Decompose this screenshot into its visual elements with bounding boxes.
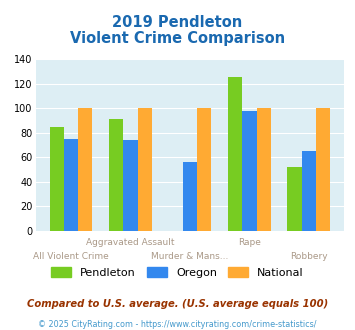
Text: Violent Crime Comparison: Violent Crime Comparison [70,31,285,46]
Bar [197,109,211,231]
Bar [64,139,78,231]
Text: Rape: Rape [238,238,261,247]
Text: Robbery: Robbery [290,251,328,261]
Text: 2019 Pendleton: 2019 Pendleton [113,15,242,30]
Bar [288,167,302,231]
Text: Aggravated Assault: Aggravated Assault [86,238,175,247]
Bar [109,119,123,231]
Bar [50,127,64,231]
Bar [138,109,152,231]
Bar [302,151,316,231]
Bar [228,77,242,231]
Bar [257,109,271,231]
Legend: Pendleton, Oregon, National: Pendleton, Oregon, National [47,263,308,282]
Bar [316,109,330,231]
Text: Murder & Mans...: Murder & Mans... [151,251,229,261]
Text: All Violent Crime: All Violent Crime [33,251,109,261]
Bar [123,140,138,231]
Bar [78,109,92,231]
Text: © 2025 CityRating.com - https://www.cityrating.com/crime-statistics/: © 2025 CityRating.com - https://www.city… [38,320,317,329]
Bar [183,162,197,231]
Bar [242,111,257,231]
Text: Compared to U.S. average. (U.S. average equals 100): Compared to U.S. average. (U.S. average … [27,299,328,309]
